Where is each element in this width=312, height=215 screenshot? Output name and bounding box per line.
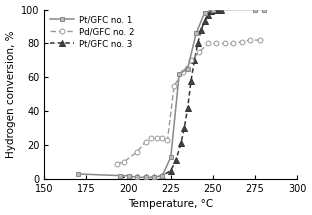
Pt/GFC no. 3 <box>127 176 130 179</box>
Pd/GFC no. 2 <box>223 42 227 45</box>
Pt/GFC no. 3 <box>144 176 147 179</box>
Pt/GFC no. 1 <box>76 173 80 175</box>
Pt/GFC no. 3 <box>135 176 139 179</box>
X-axis label: Temperature, °C: Temperature, °C <box>128 200 213 209</box>
Pt/GFC no. 3 <box>213 8 217 11</box>
Legend: Pt/GFC no. 1, Pd/GFC no. 2, Pt/GFC no. 3: Pt/GFC no. 1, Pd/GFC no. 2, Pt/GFC no. 3 <box>49 14 136 50</box>
Pt/GFC no. 1 <box>262 8 266 11</box>
Pt/GFC no. 1 <box>127 174 130 177</box>
Line: Pd/GFC no. 2: Pd/GFC no. 2 <box>115 38 263 166</box>
Pd/GFC no. 2 <box>197 51 201 53</box>
Pd/GFC no. 2 <box>149 137 153 140</box>
Pt/GFC no. 1 <box>194 32 198 35</box>
Pd/GFC no. 2 <box>172 84 176 87</box>
Pd/GFC no. 2 <box>166 139 169 141</box>
Pt/GFC no. 3 <box>199 29 203 31</box>
Pd/GFC no. 2 <box>144 140 147 143</box>
Pd/GFC no. 2 <box>214 42 218 45</box>
Pt/GFC no. 1 <box>152 176 156 179</box>
Pd/GFC no. 2 <box>240 40 243 43</box>
Pt/GFC no. 1 <box>144 176 147 179</box>
Pt/GFC no. 1 <box>186 68 189 70</box>
Pt/GFC no. 3 <box>203 20 207 23</box>
Pd/GFC no. 2 <box>115 163 119 165</box>
Pt/GFC no. 3 <box>216 8 220 11</box>
Pt/GFC no. 1 <box>211 8 215 11</box>
Pd/GFC no. 2 <box>181 71 184 74</box>
Pt/GFC no. 3 <box>174 159 178 162</box>
Pt/GFC no. 3 <box>118 176 122 179</box>
Pt/GFC no. 1 <box>160 174 164 177</box>
Pt/GFC no. 1 <box>203 12 207 14</box>
Line: Pt/GFC no. 3: Pt/GFC no. 3 <box>117 7 224 180</box>
Pt/GFC no. 3 <box>193 59 196 62</box>
Pd/GFC no. 2 <box>135 151 139 153</box>
Pd/GFC no. 2 <box>122 161 125 163</box>
Pt/GFC no. 3 <box>196 42 200 45</box>
Pt/GFC no. 3 <box>220 8 223 11</box>
Pd/GFC no. 2 <box>258 39 262 41</box>
Pd/GFC no. 2 <box>155 137 159 140</box>
Pt/GFC no. 3 <box>169 169 173 172</box>
Pt/GFC no. 3 <box>160 174 164 177</box>
Pd/GFC no. 2 <box>160 137 164 140</box>
Y-axis label: Hydrogen conversion, %: Hydrogen conversion, % <box>6 31 16 158</box>
Pd/GFC no. 2 <box>248 39 252 41</box>
Pt/GFC no. 3 <box>206 13 210 16</box>
Pt/GFC no. 1 <box>118 174 122 177</box>
Pt/GFC no. 3 <box>209 10 213 12</box>
Pt/GFC no. 1 <box>135 176 139 179</box>
Pt/GFC no. 3 <box>189 80 193 82</box>
Pt/GFC no. 1 <box>253 8 257 11</box>
Pd/GFC no. 2 <box>206 42 210 45</box>
Pt/GFC no. 1 <box>169 156 173 158</box>
Pd/GFC no. 2 <box>231 42 235 45</box>
Pt/GFC no. 1 <box>177 73 181 75</box>
Pt/GFC no. 3 <box>186 107 189 109</box>
Pt/GFC no. 3 <box>183 127 186 129</box>
Pt/GFC no. 3 <box>152 176 156 179</box>
Line: Pt/GFC no. 1: Pt/GFC no. 1 <box>76 7 266 180</box>
Pt/GFC no. 3 <box>179 142 183 145</box>
Pd/GFC no. 2 <box>189 59 193 62</box>
